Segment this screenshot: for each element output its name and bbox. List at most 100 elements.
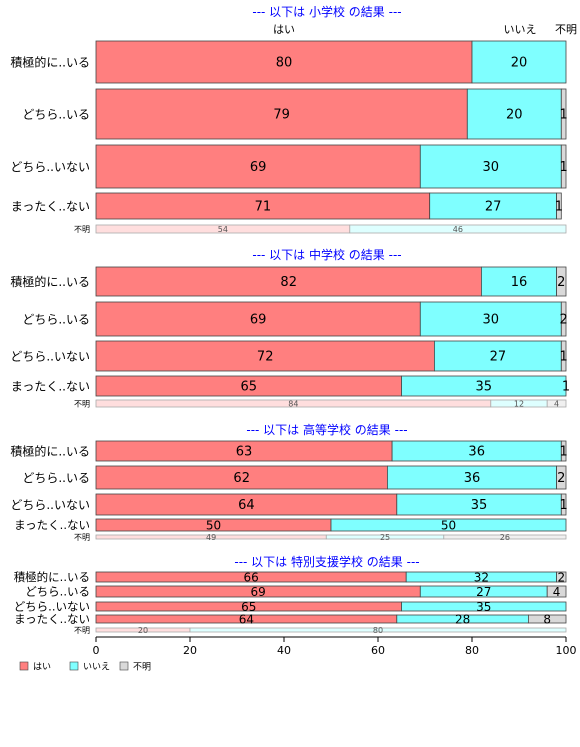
group-title: --- 以下は 小学校 の結果 --- bbox=[252, 4, 401, 19]
row-label: 積極的に..いる bbox=[10, 274, 90, 289]
x-tick-label: 20 bbox=[183, 644, 197, 657]
bar-row: どちら..いる 69 27 4 bbox=[25, 585, 567, 599]
bar-segment-no bbox=[471, 40, 567, 84]
data-label: 63 bbox=[236, 445, 253, 460]
row-label: まったく..ない bbox=[14, 518, 90, 532]
group-title: --- 以下は 特別支援学校 の結果 --- bbox=[234, 554, 419, 569]
data-label: 80 bbox=[373, 626, 383, 635]
group-title: --- 以下は 高等学校 の結果 --- bbox=[246, 422, 407, 437]
bar-segment-unknown bbox=[560, 340, 567, 372]
bar-segment-yes bbox=[95, 301, 421, 337]
row-label: どちら..いない bbox=[10, 160, 90, 174]
bar-segment-no bbox=[433, 340, 562, 372]
data-label: 27 bbox=[490, 350, 507, 365]
data-label: 66 bbox=[243, 570, 258, 584]
x-tick-label: 60 bbox=[371, 644, 385, 657]
data-label: 16 bbox=[511, 275, 528, 290]
row-label: 不明 bbox=[74, 533, 90, 542]
data-label: 35 bbox=[476, 600, 491, 614]
data-label: 26 bbox=[500, 533, 510, 542]
legend-swatch bbox=[119, 661, 129, 671]
data-label: 4 bbox=[554, 399, 559, 408]
bar-row: どちら..いない 69 30 1 bbox=[10, 144, 568, 189]
row-label: まったく..ない bbox=[11, 199, 90, 213]
row-label: まったく..ない bbox=[14, 612, 90, 626]
data-label: 30 bbox=[483, 160, 500, 175]
bar-row: 積極的に..いる 63 36 1 bbox=[10, 440, 568, 462]
data-label: 4 bbox=[553, 585, 561, 599]
bar-segment-unknown bbox=[560, 440, 567, 462]
school-group: --- 以下は 中学校 の結果 --- 積極的に..いる 82 16 2 どちら..いる 6… bbox=[10, 247, 570, 408]
bar-row: どちら..いる 79 20 1 bbox=[22, 88, 568, 140]
bar-row: まったく..ない 71 27 1 bbox=[11, 192, 563, 220]
data-label: 69 bbox=[250, 313, 267, 328]
bar-row: どちら..いない 64 35 1 bbox=[10, 493, 568, 516]
row-label: どちら..いない bbox=[10, 349, 90, 363]
group-title: --- 以下は 中学校 の結果 --- bbox=[252, 247, 401, 262]
column-header-yes: はい bbox=[273, 23, 295, 36]
data-label: 1 bbox=[560, 350, 568, 365]
bar-segment-unknown bbox=[560, 144, 567, 189]
column-header-no: いいえ bbox=[504, 23, 537, 36]
bar-row: 積極的に..いる 82 16 2 bbox=[10, 266, 567, 297]
bar-row-unknown: 不明 20 80 bbox=[74, 626, 567, 635]
bar-segment-yes bbox=[95, 144, 421, 189]
bar-segment-unknown bbox=[556, 465, 567, 490]
bar-row: どちら..いない 65 35 bbox=[14, 600, 567, 614]
bar-row: 積極的に..いる 80 20 bbox=[10, 40, 567, 84]
bar-segment-no bbox=[401, 601, 567, 612]
bar-row-unknown: 不明 84 12 4 bbox=[74, 399, 567, 408]
data-label: 65 bbox=[240, 380, 257, 395]
data-label: 35 bbox=[471, 498, 488, 513]
school-group: --- 以下は 小学校 の結果 --- 積極的に..いる 80 20 どちら..いる 79… bbox=[10, 4, 567, 234]
bar-segment-unknown bbox=[556, 266, 567, 297]
row-label: 不明 bbox=[74, 225, 90, 234]
bar-segment-no bbox=[349, 224, 567, 234]
bar-segment-unknown bbox=[443, 534, 567, 540]
x-tick-label: 40 bbox=[277, 644, 291, 657]
row-label: 不明 bbox=[74, 626, 90, 635]
bar-groups: --- 以下は 小学校 の結果 --- 積極的に..いる 80 20 どちら..いる 79… bbox=[10, 4, 570, 635]
legend-label: いいえ bbox=[83, 662, 110, 673]
data-label: 2 bbox=[557, 275, 565, 290]
bar-segment-no bbox=[330, 518, 567, 532]
data-label: 82 bbox=[280, 275, 297, 290]
bar-segment-yes bbox=[95, 340, 435, 372]
data-label: 2 bbox=[557, 471, 565, 486]
data-label: 69 bbox=[250, 160, 267, 175]
bar-segment-unknown bbox=[556, 192, 562, 220]
data-label: 64 bbox=[238, 498, 255, 513]
bar-row: どちら..いる 62 36 2 bbox=[22, 465, 567, 490]
data-label: 2 bbox=[557, 570, 565, 584]
bar-row: どちら..いない 72 27 1 bbox=[10, 340, 568, 372]
data-label: 20 bbox=[506, 108, 523, 123]
row-label: 積極的に..いる bbox=[10, 54, 90, 69]
x-tick-label: 80 bbox=[465, 644, 479, 657]
data-label: 49 bbox=[206, 533, 216, 542]
row-label: 積極的に..いる bbox=[10, 443, 90, 458]
bar-row: まったく..ない 50 50 bbox=[14, 518, 567, 532]
bar-row-unknown: 不明 49 25 26 bbox=[74, 533, 567, 542]
bar-segment-yes bbox=[95, 192, 431, 220]
data-label: 27 bbox=[485, 200, 502, 215]
bar-segment-no bbox=[189, 627, 567, 633]
row-label: どちら..いる bbox=[22, 312, 90, 326]
row-label: まったく..ない bbox=[11, 379, 90, 393]
data-label: 65 bbox=[241, 600, 256, 614]
bar-segment-unknown bbox=[560, 493, 567, 516]
bar-segment-unknown bbox=[560, 88, 567, 140]
bar-segment-unknown bbox=[546, 585, 567, 598]
row-label: どちら..いる bbox=[22, 107, 90, 121]
row-label: どちら..いる bbox=[25, 585, 90, 599]
data-label: 12 bbox=[514, 399, 524, 408]
legend-label: はい bbox=[33, 662, 51, 673]
bar-segment-unknown bbox=[528, 614, 567, 624]
bar-segment-yes bbox=[95, 88, 468, 140]
bar-row: まったく..ない 65 35 1 bbox=[11, 375, 570, 397]
data-label: 30 bbox=[483, 313, 500, 328]
bar-segment-unknown bbox=[556, 571, 567, 583]
row-label: どちら..いない bbox=[10, 498, 90, 512]
data-label: 32 bbox=[474, 570, 489, 584]
data-label: 80 bbox=[276, 56, 293, 71]
